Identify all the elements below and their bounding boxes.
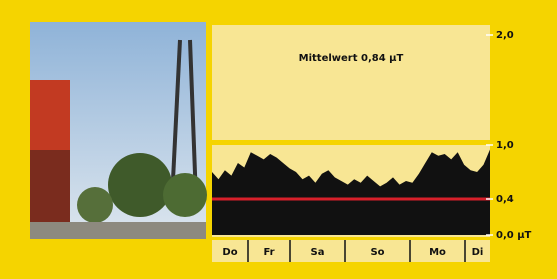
chart-title: Mittelwert 0,84 µT: [299, 53, 404, 64]
day-strip: [212, 240, 490, 262]
y-tick-label: 1,0: [496, 140, 514, 151]
day-label: Sa: [311, 247, 325, 258]
y-tick-label: 2,0: [496, 30, 514, 41]
day-label: Mo: [429, 247, 446, 258]
day-label: Di: [472, 247, 484, 258]
y-tick-label: 0,0 µT: [496, 230, 532, 241]
day-label: Fr: [263, 247, 274, 258]
day-label: Do: [222, 247, 237, 258]
infographic: Mittelwert 0,84 µT 2,0 1,0 0,4 0,0 µT Do Fr Sa…: [0, 0, 557, 279]
page: {"chart_data": {"type": "area", "title":…: [0, 0, 557, 279]
photo: [30, 22, 207, 239]
y-tick-label: 0,4: [496, 194, 514, 205]
upper-panel: [212, 25, 490, 140]
day-label: So: [370, 247, 384, 258]
